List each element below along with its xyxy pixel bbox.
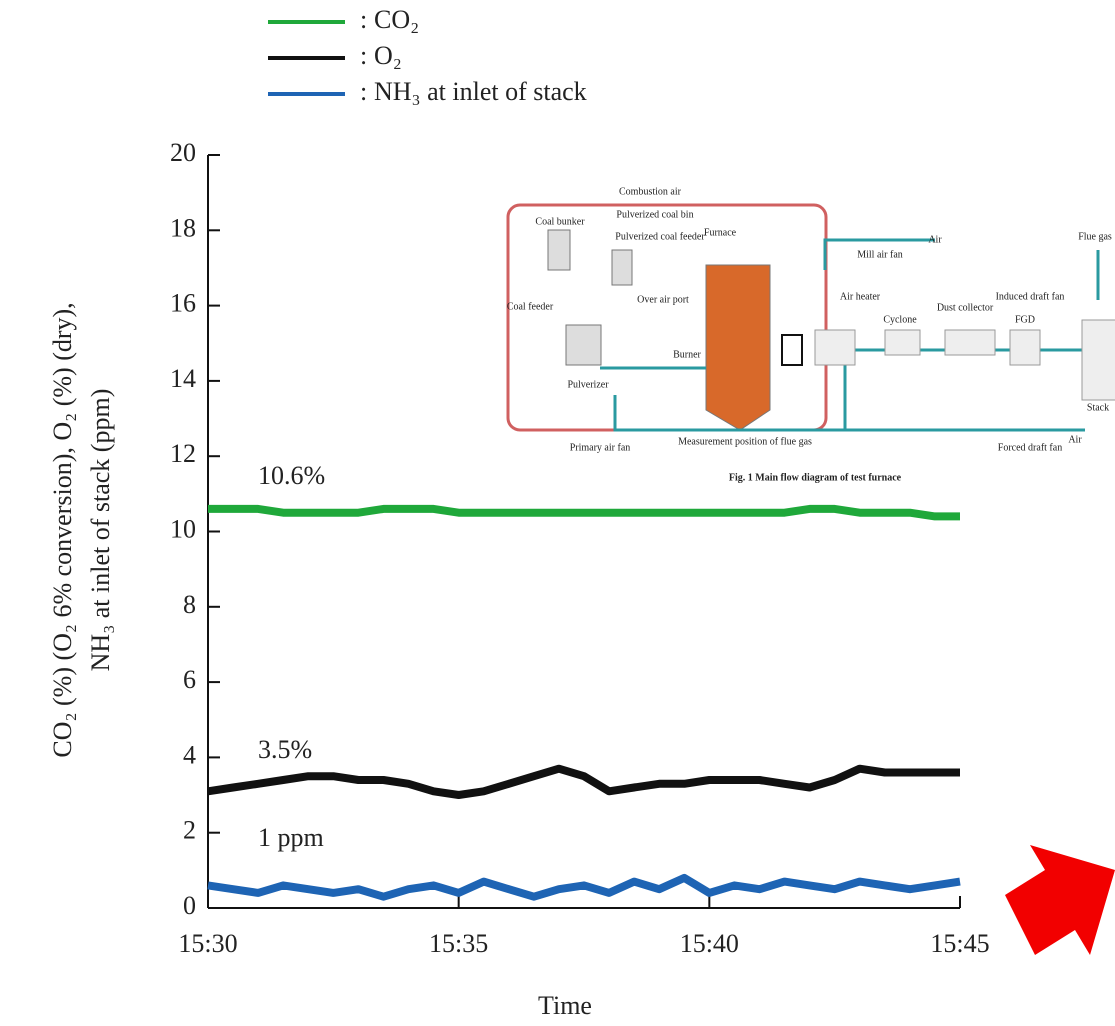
y-tick-label: 2 <box>183 816 196 845</box>
inset-label: Induced draft fan <box>996 291 1065 302</box>
y-tick-label: 4 <box>183 740 196 769</box>
series-line <box>207 764 960 799</box>
inset-label: Air <box>1068 434 1082 445</box>
pointer-arrow <box>1005 845 1115 955</box>
y-axis-label: CO₂ (%) (O₂ 6% conversion), O₂ (%) (dry)… <box>48 302 77 757</box>
legend-separator: : <box>360 77 367 106</box>
inset-label: Burner <box>673 349 701 360</box>
air-heater <box>814 329 856 366</box>
inset-label: Air heater <box>840 291 881 302</box>
inset-label: Pulverizer <box>567 379 609 390</box>
fgd <box>1009 329 1041 366</box>
x-tick-label: 15:40 <box>680 929 739 958</box>
y-tick-label: 0 <box>183 891 196 920</box>
inset-label: Pulverized coal feeder <box>615 231 705 242</box>
coal-bin <box>611 249 633 286</box>
inset-label: Flue gas <box>1078 231 1112 242</box>
annotation: 10.6% <box>258 461 325 490</box>
dust-collector <box>944 329 996 356</box>
legend-separator: : <box>360 5 367 34</box>
inset-label: Over air port <box>637 294 689 305</box>
inset-label: Primary air fan <box>570 442 631 453</box>
inset-label: Stack <box>1087 402 1109 413</box>
inset-caption: Fig. 1 Main flow diagram of test furnace <box>729 472 902 483</box>
x-tick-label: 15:35 <box>429 929 488 958</box>
legend-label: O₂ <box>374 41 402 70</box>
inset-label: Dust collector <box>937 302 994 313</box>
y-tick-label: 14 <box>170 364 196 393</box>
legend: : CO₂: O₂: NH₃ at inlet of stack <box>268 5 587 106</box>
y-tick-label: 18 <box>170 213 196 242</box>
annotation: 3.5% <box>258 735 312 764</box>
legend-label: CO₂ <box>374 5 419 34</box>
inset-label: Furnace <box>704 227 737 238</box>
inset-label: FGD <box>1015 314 1035 325</box>
inset-label: Coal bunker <box>535 216 585 227</box>
y-tick-label: 6 <box>183 665 196 694</box>
furnace <box>705 264 771 431</box>
y-tick-label: 8 <box>183 590 196 619</box>
stack <box>1081 319 1115 401</box>
inset-label: Air <box>928 234 942 245</box>
y-tick-label: 16 <box>170 289 196 318</box>
inset-label: Cyclone <box>883 314 917 325</box>
inset-diagram: Combustion air Coal bunker Pulverized coal… <box>500 180 1115 495</box>
y-tick-label: 10 <box>170 514 196 543</box>
series-line <box>207 873 961 901</box>
legend-separator: : <box>360 41 367 70</box>
inset-label: Pulverized coal bin <box>616 209 693 220</box>
x-axis-label: Time <box>538 991 592 1020</box>
x-tick-label: 15:30 <box>178 929 237 958</box>
y-tick-label: 20 <box>170 138 196 167</box>
pulverizer <box>565 324 602 366</box>
ducts <box>600 238 1100 432</box>
annotation: 1 ppm <box>258 823 324 852</box>
inset-label: Mill air fan <box>857 249 903 260</box>
legend-label: NH₃ at inlet of stack <box>374 77 587 106</box>
inset-label: Combustion air <box>619 186 682 197</box>
coal-bunker <box>547 229 571 271</box>
y-axis-label: NH₃ at inlet of stack (ppm) <box>86 389 115 672</box>
inset-label: Measurement position of flue gas <box>678 436 812 447</box>
inset-label: Coal feeder <box>507 301 554 312</box>
measurement-box <box>781 334 803 366</box>
x-tick-label: 15:45 <box>930 929 989 958</box>
y-tick-label: 12 <box>170 439 196 468</box>
cyclone <box>884 329 921 356</box>
inset-label: Forced draft fan <box>998 442 1062 453</box>
series-line <box>208 504 960 521</box>
